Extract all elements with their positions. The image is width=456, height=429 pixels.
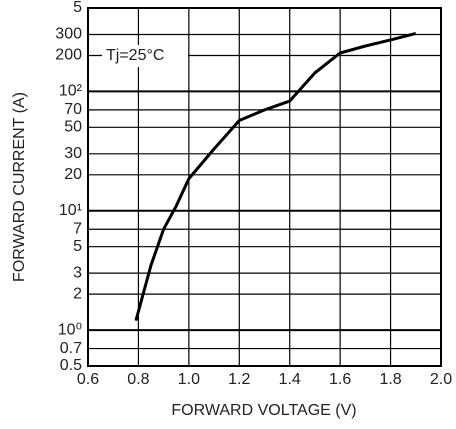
- line: [134, 31, 417, 321]
- y-tick-label: 5: [73, 238, 82, 255]
- x-tick-label: 0.8: [127, 371, 149, 388]
- y-tick-label: 10²: [59, 83, 83, 100]
- x-tick-label: 2.0: [430, 371, 452, 388]
- y-tick-label: 300: [55, 26, 82, 43]
- y-tick-label: 50: [64, 119, 82, 136]
- x-tick-label: 1.0: [178, 371, 200, 388]
- y-tick-label: 0.5: [60, 357, 82, 374]
- y-tick-label: 5: [73, 0, 82, 16]
- y-tick-label: 0.7: [60, 340, 82, 357]
- y-tick-label: 3: [73, 264, 82, 281]
- y-tick-label: 2: [73, 285, 82, 302]
- x-axis-label: FORWARD VOLTAGE (V): [171, 402, 356, 419]
- y-tick-label: 7: [73, 220, 82, 237]
- x-tick-label: 1.6: [329, 371, 351, 388]
- plot-frame: [87, 7, 442, 367]
- y-tick-label: 30: [64, 145, 82, 162]
- y-tick-label: 20: [64, 166, 82, 183]
- x-tick-label: 1.8: [379, 371, 401, 388]
- y-axis-label: FORWARD CURRENT (A): [11, 92, 28, 282]
- y-tick-label: 70: [64, 101, 82, 118]
- x-tick-label: 1.4: [279, 371, 301, 388]
- y-tick-label: 200: [55, 47, 82, 64]
- y-tick-label: 10¹: [59, 202, 82, 219]
- annotation-bg: [102, 45, 188, 67]
- y-tick-label: 10⁰: [58, 321, 82, 338]
- annotation: Tj=25°C: [106, 47, 164, 64]
- x-tick-label: 1.2: [228, 371, 250, 388]
- x-tick-label: 0.6: [77, 371, 99, 388]
